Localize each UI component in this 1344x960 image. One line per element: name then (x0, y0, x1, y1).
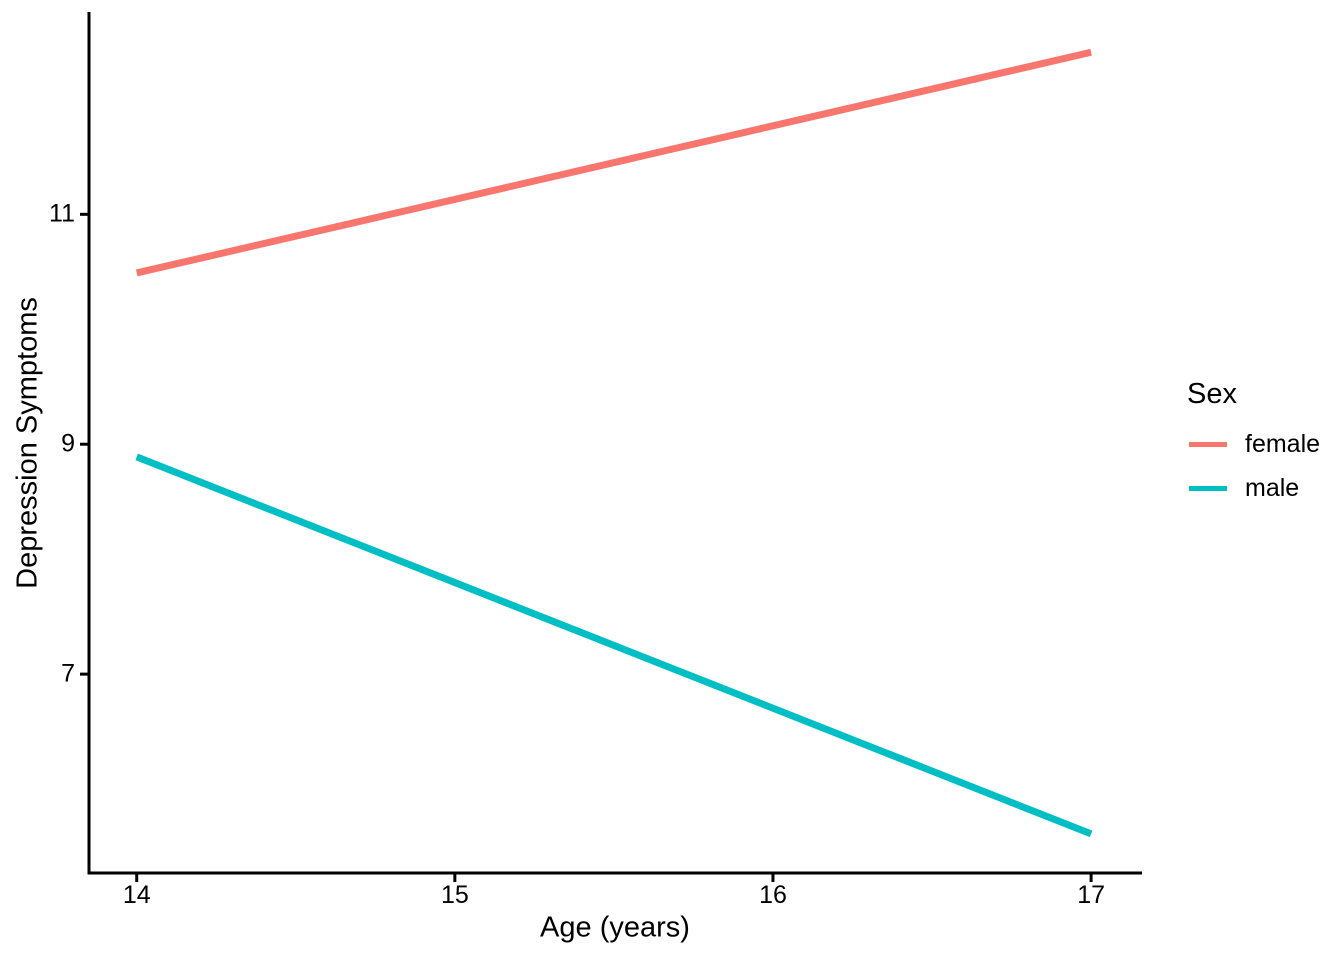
y-tick-label: 9 (61, 429, 75, 458)
female-line (135, 48, 1092, 277)
legend-label-female: female (1245, 429, 1321, 458)
legend-title: Sex (1187, 378, 1237, 410)
legend-entry-female: female (1189, 429, 1321, 458)
y-tick-label: 7 (61, 659, 75, 688)
x-tick-label: 17 (1077, 881, 1105, 909)
x-tick-label: 16 (759, 881, 787, 909)
x-tick-label: 14 (122, 881, 151, 909)
male-line (135, 453, 1093, 838)
male-line-key-icon (1189, 485, 1227, 491)
female-line-key-icon (1189, 441, 1227, 447)
legend-entry-male: male (1189, 473, 1300, 502)
x-tick-label: 15 (440, 881, 469, 909)
y-tick-label: 11 (49, 199, 75, 228)
x-axis-title: Age (years) (540, 911, 690, 944)
legend-label-male: male (1245, 473, 1300, 502)
y-axis-title: Depression Symptoms (11, 297, 44, 589)
